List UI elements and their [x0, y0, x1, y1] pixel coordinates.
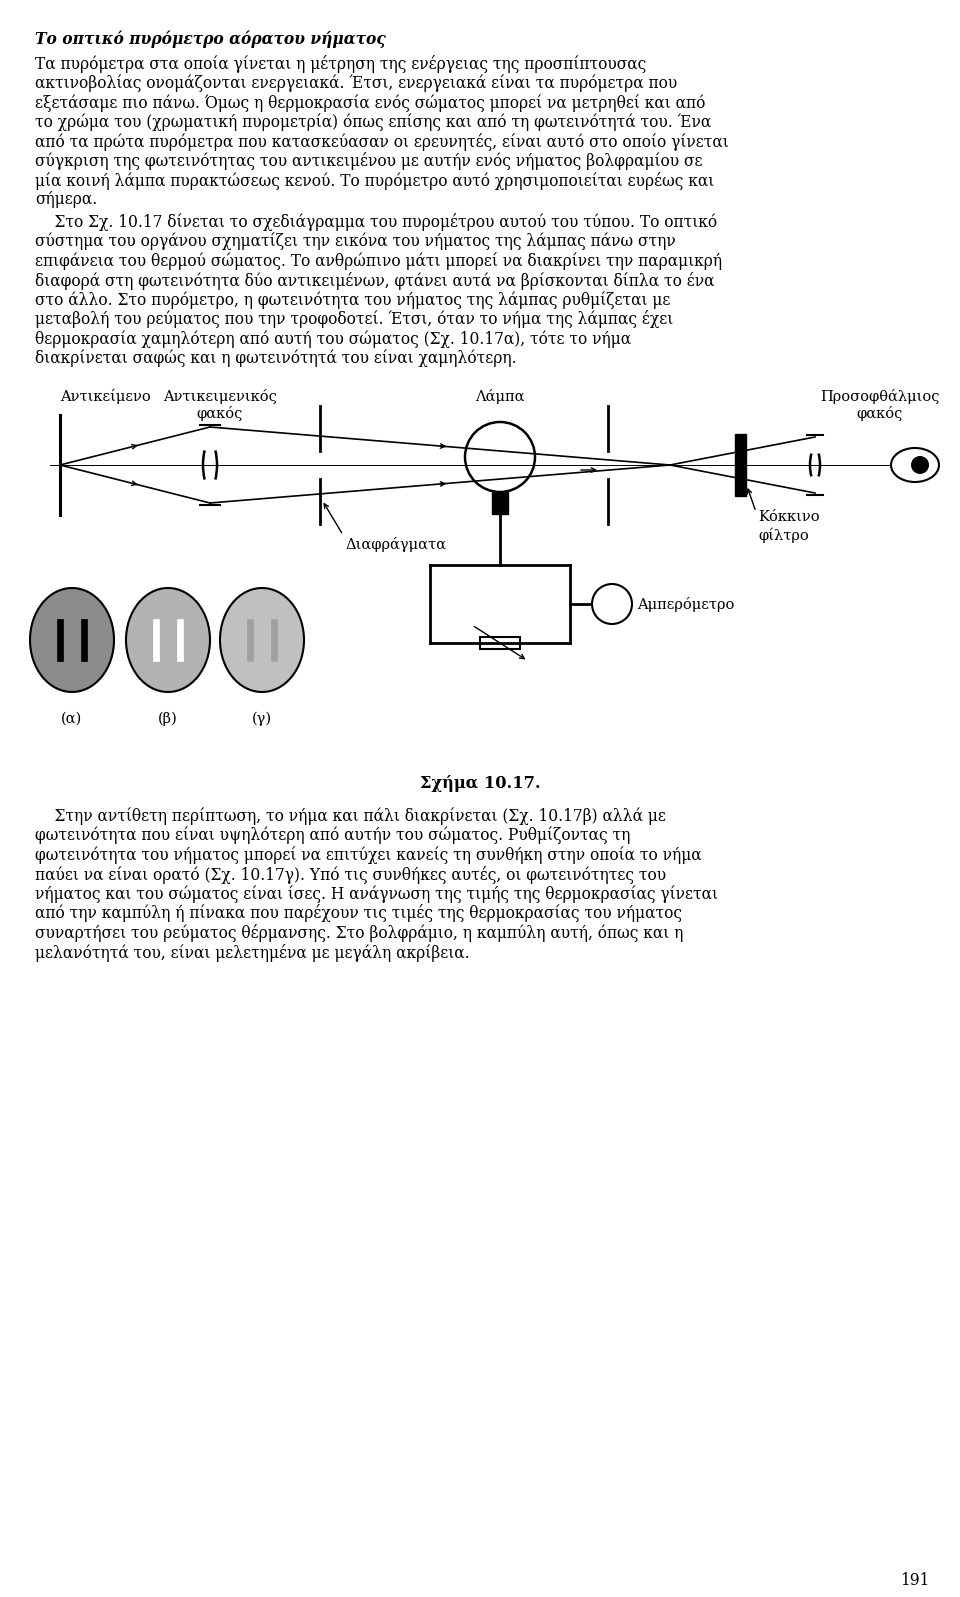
Text: επιφάνεια του θερμού σώματος. Το ανθρώπινο μάτι μπορεί να διακρίνει την παραμικρ: επιφάνεια του θερμού σώματος. Το ανθρώπι… [35, 252, 722, 270]
Bar [247, 620, 253, 661]
Ellipse shape [126, 588, 210, 692]
Text: Το οπτικό πυρόμετρο αόρατου νήματος: Το οπτικό πυρόμετρο αόρατου νήματος [35, 30, 386, 48]
Text: Προσοφθάλμιος: Προσοφθάλμιος [820, 390, 940, 404]
Text: σύγκριση της φωτεινότητας του αντικειμένου με αυτήν ενός νήματος βολφραμίου σε: σύγκριση της φωτεινότητας του αντικειμέν… [35, 152, 703, 171]
Text: μία κοινή λάμπα πυρακτώσεως κενού. Το πυρόμετρο αυτό χρησιμοποιείται ευρέως και: μία κοινή λάμπα πυρακτώσεως κενού. Το πυ… [35, 172, 714, 190]
Text: νήματος και του σώματος είναι ίσες. Η ανάγνωση της τιμής της θερμοκρασίας γίνετα: νήματος και του σώματος είναι ίσες. Η αν… [35, 885, 718, 902]
Ellipse shape [220, 588, 304, 692]
Bar [734, 434, 746, 497]
Text: θερμοκρασία χαμηλότερη από αυτή του σώματος (Σχ. 10.17α), τότε το νήμα: θερμοκρασία χαμηλότερη από αυτή του σώμα… [35, 331, 631, 348]
Text: Διαφράγματα: Διαφράγματα [345, 537, 446, 553]
Bar [81, 620, 87, 661]
Text: φωτεινότητα που είναι υψηλότερη από αυτήν του σώματος. Ρυθμίζοντας τη: φωτεινότητα που είναι υψηλότερη από αυτή… [35, 827, 631, 845]
Text: διακρίνεται σαφώς και η φωτεινότητά του είναι χαμηλότερη.: διακρίνεται σαφώς και η φωτεινότητά του … [35, 350, 516, 367]
Text: μελανότητά του, είναι μελετημένα με μεγάλη ακρίβεια.: μελανότητά του, είναι μελετημένα με μεγά… [35, 944, 469, 961]
Text: Αντικειμενικός: Αντικειμενικός [163, 390, 276, 404]
Text: Αντικείμενο: Αντικείμενο [60, 390, 151, 404]
Text: Αμπερόμετρο: Αμπερόμετρο [637, 597, 734, 612]
Text: Κόκκινο: Κόκκινο [758, 509, 820, 524]
Bar [492, 492, 508, 514]
Text: φωτεινότητα του νήματος μπορεί να επιτύχει κανείς τη συνθήκη στην οποία το νήμα: φωτεινότητα του νήματος μπορεί να επιτύχ… [35, 846, 702, 864]
Text: 191: 191 [900, 1571, 930, 1589]
Text: από τα πρώτα πυρόμετρα που κατασκεύασαν οι ερευνητές, είναι αυτό στο οποίο γίνετ: από τα πρώτα πυρόμετρα που κατασκεύασαν … [35, 133, 729, 152]
Text: το χρώμα του (χρωματική πυρομετρία) όπως επίσης και από τη φωτεινότητά του. Ένα: το χρώμα του (χρωματική πυρομετρία) όπως… [35, 113, 711, 131]
Text: φακός: φακός [197, 406, 243, 422]
Text: Στην αντίθετη περίπτωση, το νήμα και πάλι διακρίνεται (Σχ. 10.17β) αλλά με: Στην αντίθετη περίπτωση, το νήμα και πάλ… [35, 806, 666, 824]
Text: Τα πυρόμετρα στα οποία γίνεται η μέτρηση της ενέργειας της προσπίπτουσας: Τα πυρόμετρα στα οποία γίνεται η μέτρηση… [35, 54, 646, 73]
Bar [480, 637, 520, 648]
Text: στο άλλο. Στο πυρόμετρο, η φωτεινότητα του νήματος της λάμπας ρυθμίζεται με: στο άλλο. Στο πυρόμετρο, η φωτεινότητα τ… [35, 291, 670, 308]
Text: συναρτήσει του ρεύματος θέρμανσης. Στο βολφράμιο, η καμπύλη αυτή, όπως και η: συναρτήσει του ρεύματος θέρμανσης. Στο β… [35, 925, 684, 942]
Ellipse shape [30, 588, 114, 692]
Text: Στο Σχ. 10.17 δίνεται το σχεδιάγραμμα του πυρομέτρου αυτού του τύπου. Το οπτικό: Στο Σχ. 10.17 δίνεται το σχεδιάγραμμα το… [35, 212, 717, 232]
Text: εξετάσαμε πιο πάνω. Όμως η θερμοκρασία ενός σώματος μπορεί να μετρηθεί και από: εξετάσαμε πιο πάνω. Όμως η θερμοκρασία ε… [35, 94, 706, 112]
Circle shape [592, 585, 632, 624]
Bar [271, 620, 277, 661]
Text: σήμερα.: σήμερα. [35, 192, 97, 209]
Text: μεταβολή του ρεύματος που την τροφοδοτεί. Έτσι, όταν το νήμα της λάμπας έχει: μεταβολή του ρεύματος που την τροφοδοτεί… [35, 310, 673, 329]
Bar [57, 620, 63, 661]
Text: (β): (β) [158, 712, 178, 727]
Text: (γ): (γ) [252, 712, 272, 727]
Text: από την καμπύλη ή πίνακα που παρέχουν τις τιμές της θερμοκρασίας του νήματος: από την καμπύλη ή πίνακα που παρέχουν τι… [35, 904, 682, 923]
Text: παύει να είναι ορατό (Σχ. 10.17γ). Υπό τις συνθήκες αυτές, οι φωτεινότητες του: παύει να είναι ορατό (Σχ. 10.17γ). Υπό τ… [35, 866, 666, 883]
Ellipse shape [891, 449, 939, 482]
Text: Λάμπα: Λάμπα [475, 390, 525, 404]
Text: σύστημα του οργάνου σχηματίζει την εικόνα του νήματος της λάμπας πάνω στην: σύστημα του οργάνου σχηματίζει την εικόν… [35, 233, 676, 251]
Text: διαφορά στη φωτεινότητα δύο αντικειμένων, φτάνει αυτά να βρίσκονται δίπλα το ένα: διαφορά στη φωτεινότητα δύο αντικειμένων… [35, 271, 714, 289]
Text: (α): (α) [61, 712, 83, 727]
Text: Σχήμα 10.17.: Σχήμα 10.17. [420, 775, 540, 792]
Circle shape [911, 457, 929, 474]
Bar [177, 620, 183, 661]
Text: ακτινοβολίας ονομάζονται ενεργειακά. Έτσι, ενεργειακά είναι τα πυρόμετρα που: ακτινοβολίας ονομάζονται ενεργειακά. Έτσ… [35, 75, 677, 93]
Text: φίλτρο: φίλτρο [758, 529, 808, 543]
Bar [153, 620, 159, 661]
Text: φακός: φακός [857, 406, 903, 422]
